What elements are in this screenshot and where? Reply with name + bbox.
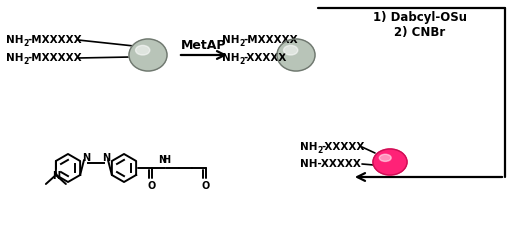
Text: N: N — [102, 153, 110, 163]
Text: N: N — [158, 155, 166, 165]
Text: 2: 2 — [239, 39, 244, 48]
Text: -MXXXXX: -MXXXXX — [27, 35, 82, 45]
Ellipse shape — [379, 154, 391, 161]
Ellipse shape — [129, 39, 167, 71]
Text: H: H — [162, 155, 170, 165]
Text: 2: 2 — [239, 57, 244, 66]
Text: 1) Dabcyl-OSu: 1) Dabcyl-OSu — [373, 11, 467, 24]
Ellipse shape — [277, 39, 315, 71]
Text: -MXXXXX: -MXXXXX — [243, 35, 298, 45]
Ellipse shape — [284, 45, 298, 55]
Ellipse shape — [136, 45, 150, 55]
Text: -XXXXX: -XXXXX — [243, 53, 286, 63]
Ellipse shape — [373, 149, 407, 175]
Text: NH: NH — [300, 142, 318, 152]
Text: NH: NH — [222, 53, 240, 63]
Text: O: O — [148, 181, 156, 191]
Text: N: N — [52, 171, 60, 181]
Text: NH-XXXXX: NH-XXXXX — [300, 159, 361, 169]
Text: N: N — [82, 153, 90, 163]
Text: MetAP: MetAP — [181, 39, 227, 51]
Text: -XXXXX: -XXXXX — [321, 142, 364, 152]
Text: -MXXXXX: -MXXXXX — [27, 53, 82, 63]
Text: O: O — [202, 181, 210, 191]
Text: 2: 2 — [23, 57, 28, 66]
Text: 2: 2 — [23, 39, 28, 48]
Text: NH: NH — [222, 35, 240, 45]
Text: NH: NH — [6, 53, 24, 63]
Text: 2) CNBr: 2) CNBr — [394, 26, 446, 39]
Text: NH: NH — [6, 35, 24, 45]
Text: 2: 2 — [317, 146, 322, 155]
